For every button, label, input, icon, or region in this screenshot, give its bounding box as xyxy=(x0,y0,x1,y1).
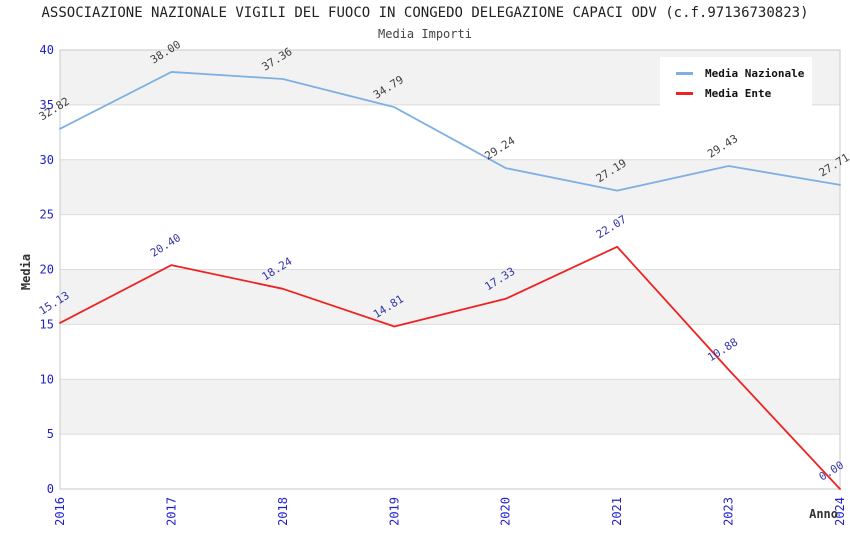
data-label-media-nazionale: 29.24 xyxy=(482,134,517,163)
plot-band xyxy=(60,159,840,215)
x-tick-label: 2021 xyxy=(610,497,624,526)
chart-title: ASSOCIAZIONE NAZIONALE VIGILI DEL FUOCO … xyxy=(41,5,809,21)
y-tick-label: 5 xyxy=(47,427,54,441)
x-tick-label: 2020 xyxy=(499,497,513,526)
y-tick-label: 25 xyxy=(40,208,54,222)
legend-item-media-ente: Media Ente xyxy=(660,83,812,103)
x-tick-label: 2017 xyxy=(164,497,178,526)
series-line-media-ente xyxy=(59,245,841,490)
x-tick-label: 2018 xyxy=(276,497,290,526)
y-tick-label: 15 xyxy=(40,317,54,331)
data-label-media-ente: 22.07 xyxy=(594,213,629,242)
y-axis-title: Media xyxy=(19,254,33,290)
y-tick-label: 40 xyxy=(40,43,54,57)
y-tick-label: 10 xyxy=(40,372,54,386)
y-tick-label: 35 xyxy=(40,98,54,112)
x-axis-title: Anno xyxy=(809,507,838,521)
legend-label: Media Ente xyxy=(705,86,772,100)
legend-item-media-nazionale: Media Nazionale xyxy=(660,63,812,83)
data-label-media-ente: 20.40 xyxy=(148,231,183,260)
data-label-media-ente: 10.88 xyxy=(705,336,740,365)
legend-swatch-media-ente xyxy=(676,91,693,95)
series-line-media-nazionale xyxy=(59,71,841,192)
x-tick-label: 2024 xyxy=(833,497,847,526)
plot-band xyxy=(60,379,840,435)
y-tick-label: 30 xyxy=(40,153,54,167)
x-tick-label: 2019 xyxy=(387,497,401,526)
y-tick-label: 20 xyxy=(40,263,54,277)
legend-label: Media Nazionale xyxy=(705,66,805,80)
chart-subtitle: Media Importi xyxy=(378,27,472,41)
plot-border xyxy=(59,49,841,490)
plot-band xyxy=(60,269,840,325)
data-label-media-nazionale: 29.43 xyxy=(705,132,740,161)
x-tick-label: 2023 xyxy=(722,497,736,526)
x-tick-label: 2016 xyxy=(53,497,67,526)
y-tick-label: 0 xyxy=(47,482,54,496)
legend: Media Nazionale Media Ente xyxy=(660,57,812,109)
legend-swatch-media-nazionale xyxy=(676,71,693,75)
